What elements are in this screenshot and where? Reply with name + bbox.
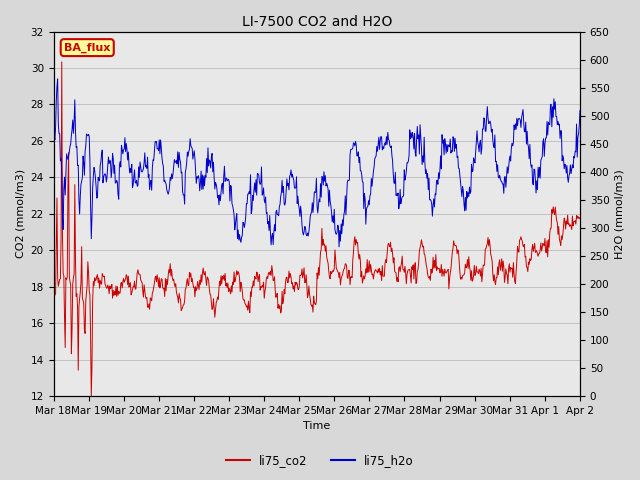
li75_h2o <box>255 172 262 178</box>
Text: BA_flux: BA_flux <box>64 43 111 53</box>
li75_h2o <box>235 237 243 243</box>
li75_co2 <box>576 216 584 222</box>
li75_h2o <box>335 244 343 250</box>
li75_h2o <box>576 108 584 113</box>
li75_co2 <box>236 275 243 281</box>
li75_co2 <box>88 393 95 399</box>
Y-axis label: H2O (mmol/m3): H2O (mmol/m3) <box>615 169 625 259</box>
li75_h2o <box>50 141 58 147</box>
Line: li75_h2o: li75_h2o <box>54 79 580 247</box>
li75_h2o <box>372 153 380 158</box>
X-axis label: Time: Time <box>303 421 330 432</box>
li75_co2 <box>50 292 58 298</box>
li75_co2 <box>58 59 66 65</box>
li75_co2 <box>210 296 218 301</box>
li75_h2o <box>112 180 120 186</box>
Y-axis label: CO2 (mmol/m3): CO2 (mmol/m3) <box>15 169 25 258</box>
li75_co2 <box>402 270 410 276</box>
Legend: li75_co2, li75_h2o: li75_co2, li75_h2o <box>221 449 419 472</box>
li75_h2o <box>54 76 61 82</box>
li75_co2 <box>113 293 120 299</box>
li75_h2o <box>209 169 216 175</box>
li75_co2 <box>255 272 263 277</box>
Title: LI-7500 CO2 and H2O: LI-7500 CO2 and H2O <box>241 15 392 29</box>
li75_h2o <box>402 174 410 180</box>
Line: li75_co2: li75_co2 <box>54 62 580 396</box>
li75_co2 <box>372 268 380 274</box>
